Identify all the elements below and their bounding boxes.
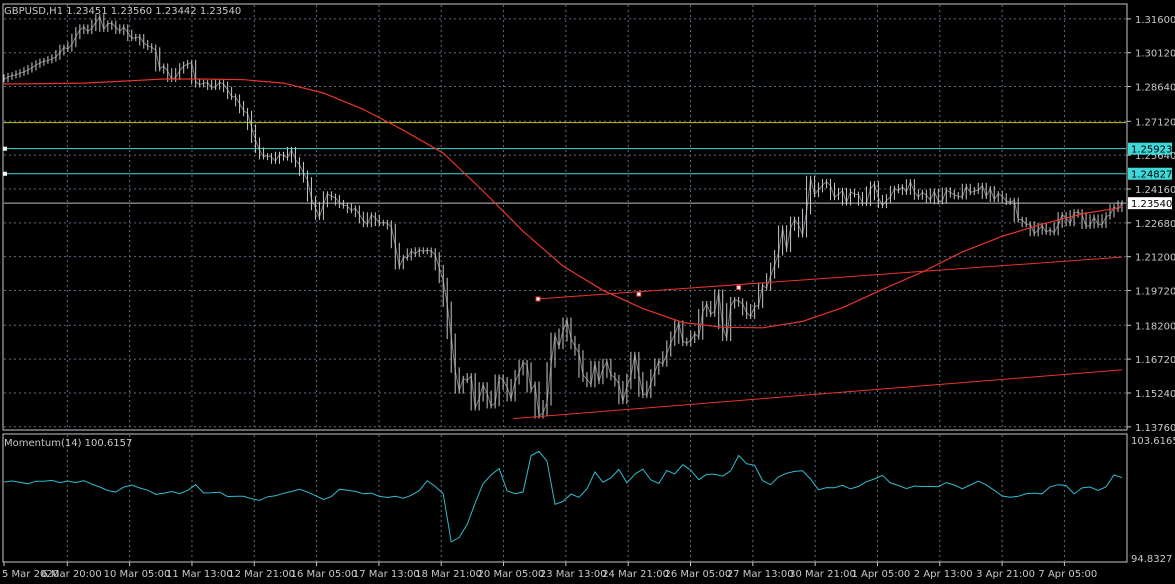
level-price-tag — [1128, 142, 1172, 155]
moving-average-line — [3, 78, 1123, 329]
y-tick-label: 1.30120 — [1135, 49, 1175, 60]
trendline[interactable] — [537, 256, 1123, 300]
x-tick-label: 27 Mar 13:00 — [727, 569, 794, 580]
x-tick-label: 16 Mar 05:00 — [291, 569, 358, 580]
x-tick-label: 6 Mar 20:00 — [41, 569, 101, 580]
level-anchor[interactable] — [3, 146, 7, 151]
momentum-panel[interactable]: 103.6165 94.8327 — [2, 433, 1175, 565]
y-tick-label: 1.28640 — [1135, 83, 1175, 94]
x-tick-label: 18 Mar 21:00 — [415, 569, 482, 580]
y-tick-label: 1.27120 — [1135, 117, 1175, 128]
x-tick-label: 17 Mar 13:00 — [353, 569, 420, 580]
y-tick-label: 94.8327 — [1131, 554, 1172, 565]
y-tick-label: 1.15240 — [1135, 389, 1175, 400]
trendline-anchor[interactable] — [736, 285, 742, 291]
level-anchor[interactable] — [3, 171, 7, 176]
y-tick-label: 103.6165 — [1131, 436, 1175, 447]
price-panel[interactable]: 1.31600 1.30120 1.28640 1.27120 1.25640 1.241… — [2, 3, 1175, 434]
level-price-tag — [1128, 167, 1172, 180]
trendline[interactable] — [513, 369, 1123, 420]
y-tick-label: 1.19720 — [1135, 287, 1175, 298]
level-price-tag — [1128, 197, 1172, 210]
y-tick-label: 1.21200 — [1135, 253, 1175, 264]
momentum-title: Momentum(14) 100.6157 — [4, 438, 132, 449]
x-tick-label: 20 Mar 05:00 — [478, 569, 545, 580]
x-tick-label: 1 Apr 05:00 — [851, 569, 910, 580]
momentum-panel-frame — [2, 433, 1128, 563]
x-tick-label: 11 Mar 13:00 — [166, 569, 233, 580]
x-tick-label: 10 Mar 05:00 — [104, 569, 171, 580]
x-tick-label: 7 Apr 05:00 — [1038, 569, 1097, 580]
x-tick-label: 5 Mar 2020 — [2, 569, 59, 580]
y-tick-label: 1.31600 — [1135, 15, 1175, 26]
level-price-label: 1.23540 — [1131, 199, 1172, 210]
x-tick-label: 23 Mar 13:00 — [540, 569, 607, 580]
x-tick-label: 26 Mar 05:00 — [665, 569, 732, 580]
x-tick-label: 12 Mar 21:00 — [228, 569, 295, 580]
trendline-anchor[interactable] — [535, 296, 541, 302]
price-close-line — [3, 15, 1123, 417]
level-price-label: 1.24827 — [1131, 170, 1172, 181]
price-chart-title: GBPUSD,H1 1.23451 1.23560 1.23442 1.2354… — [4, 6, 241, 17]
momentum-line — [3, 450, 1123, 543]
y-tick-label: 1.18200 — [1135, 321, 1175, 332]
x-tick-label: 24 Mar 21:00 — [602, 569, 669, 580]
y-tick-label: 1.24160 — [1135, 185, 1175, 196]
price-panel-frame — [2, 3, 1128, 431]
y-tick-label: 1.16720 — [1135, 355, 1175, 366]
x-tick-label: 2 Apr 13:00 — [914, 569, 973, 580]
trendline-anchor[interactable] — [636, 291, 642, 297]
y-tick-label: 1.13760 — [1135, 423, 1175, 434]
y-tick-label: 1.25640 — [1135, 151, 1175, 162]
x-tick-label: 30 Mar 21:00 — [789, 569, 856, 580]
y-tick-label: 1.22680 — [1135, 219, 1175, 230]
level-price-label: 1.25923 — [1131, 145, 1172, 156]
x-tick-label: 3 Apr 21:00 — [976, 569, 1035, 580]
